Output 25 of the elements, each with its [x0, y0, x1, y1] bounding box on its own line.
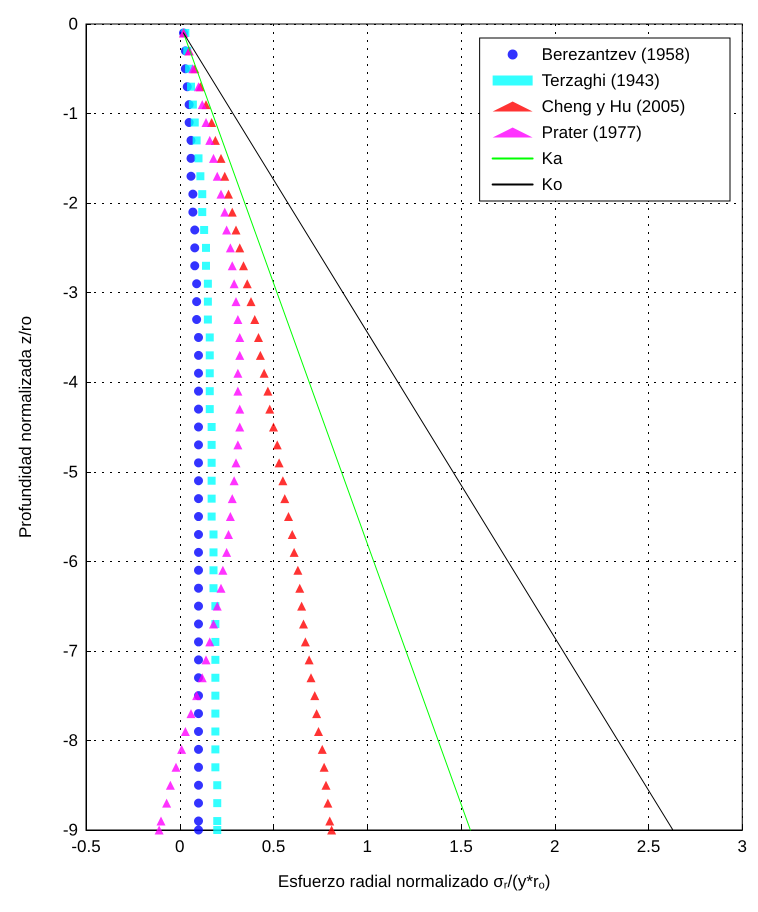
legend-label: Terzaghi (1943) [542, 71, 660, 90]
y-tick-label: -4 [62, 372, 78, 392]
y-tick-label: 0 [68, 14, 78, 34]
x-tick-label: 3 [738, 837, 748, 856]
x-tick-label: 2.5 [636, 837, 660, 856]
x-tick-label: 0.5 [262, 837, 286, 856]
y-tick-label: -5 [62, 462, 78, 482]
y-tick-label: -2 [62, 194, 78, 213]
y-tick-label: -3 [62, 283, 78, 302]
legend-label: Cheng y Hu (2005) [542, 97, 686, 116]
y-tick-label: -8 [62, 730, 78, 750]
legend-label: Ko [542, 175, 562, 194]
legend-label: Berezantzev (1958) [542, 45, 690, 64]
x-tick-label: 1.5 [449, 837, 473, 856]
y-tick-label: -7 [62, 641, 78, 660]
y-axis-title: Profundidad normalizada z/ro [16, 316, 35, 538]
y-tick-label: -9 [62, 820, 78, 840]
x-tick-label: -0.5 [71, 837, 101, 856]
x-tick-label: 2 [550, 837, 560, 856]
x-tick-label: 1 [362, 837, 372, 856]
y-tick-label: -1 [62, 104, 78, 124]
legend-label: Prater (1977) [542, 123, 642, 142]
x-tick-label: 0 [175, 837, 184, 856]
legend-label: Ka [542, 149, 563, 168]
y-tick-label: -6 [62, 552, 78, 571]
